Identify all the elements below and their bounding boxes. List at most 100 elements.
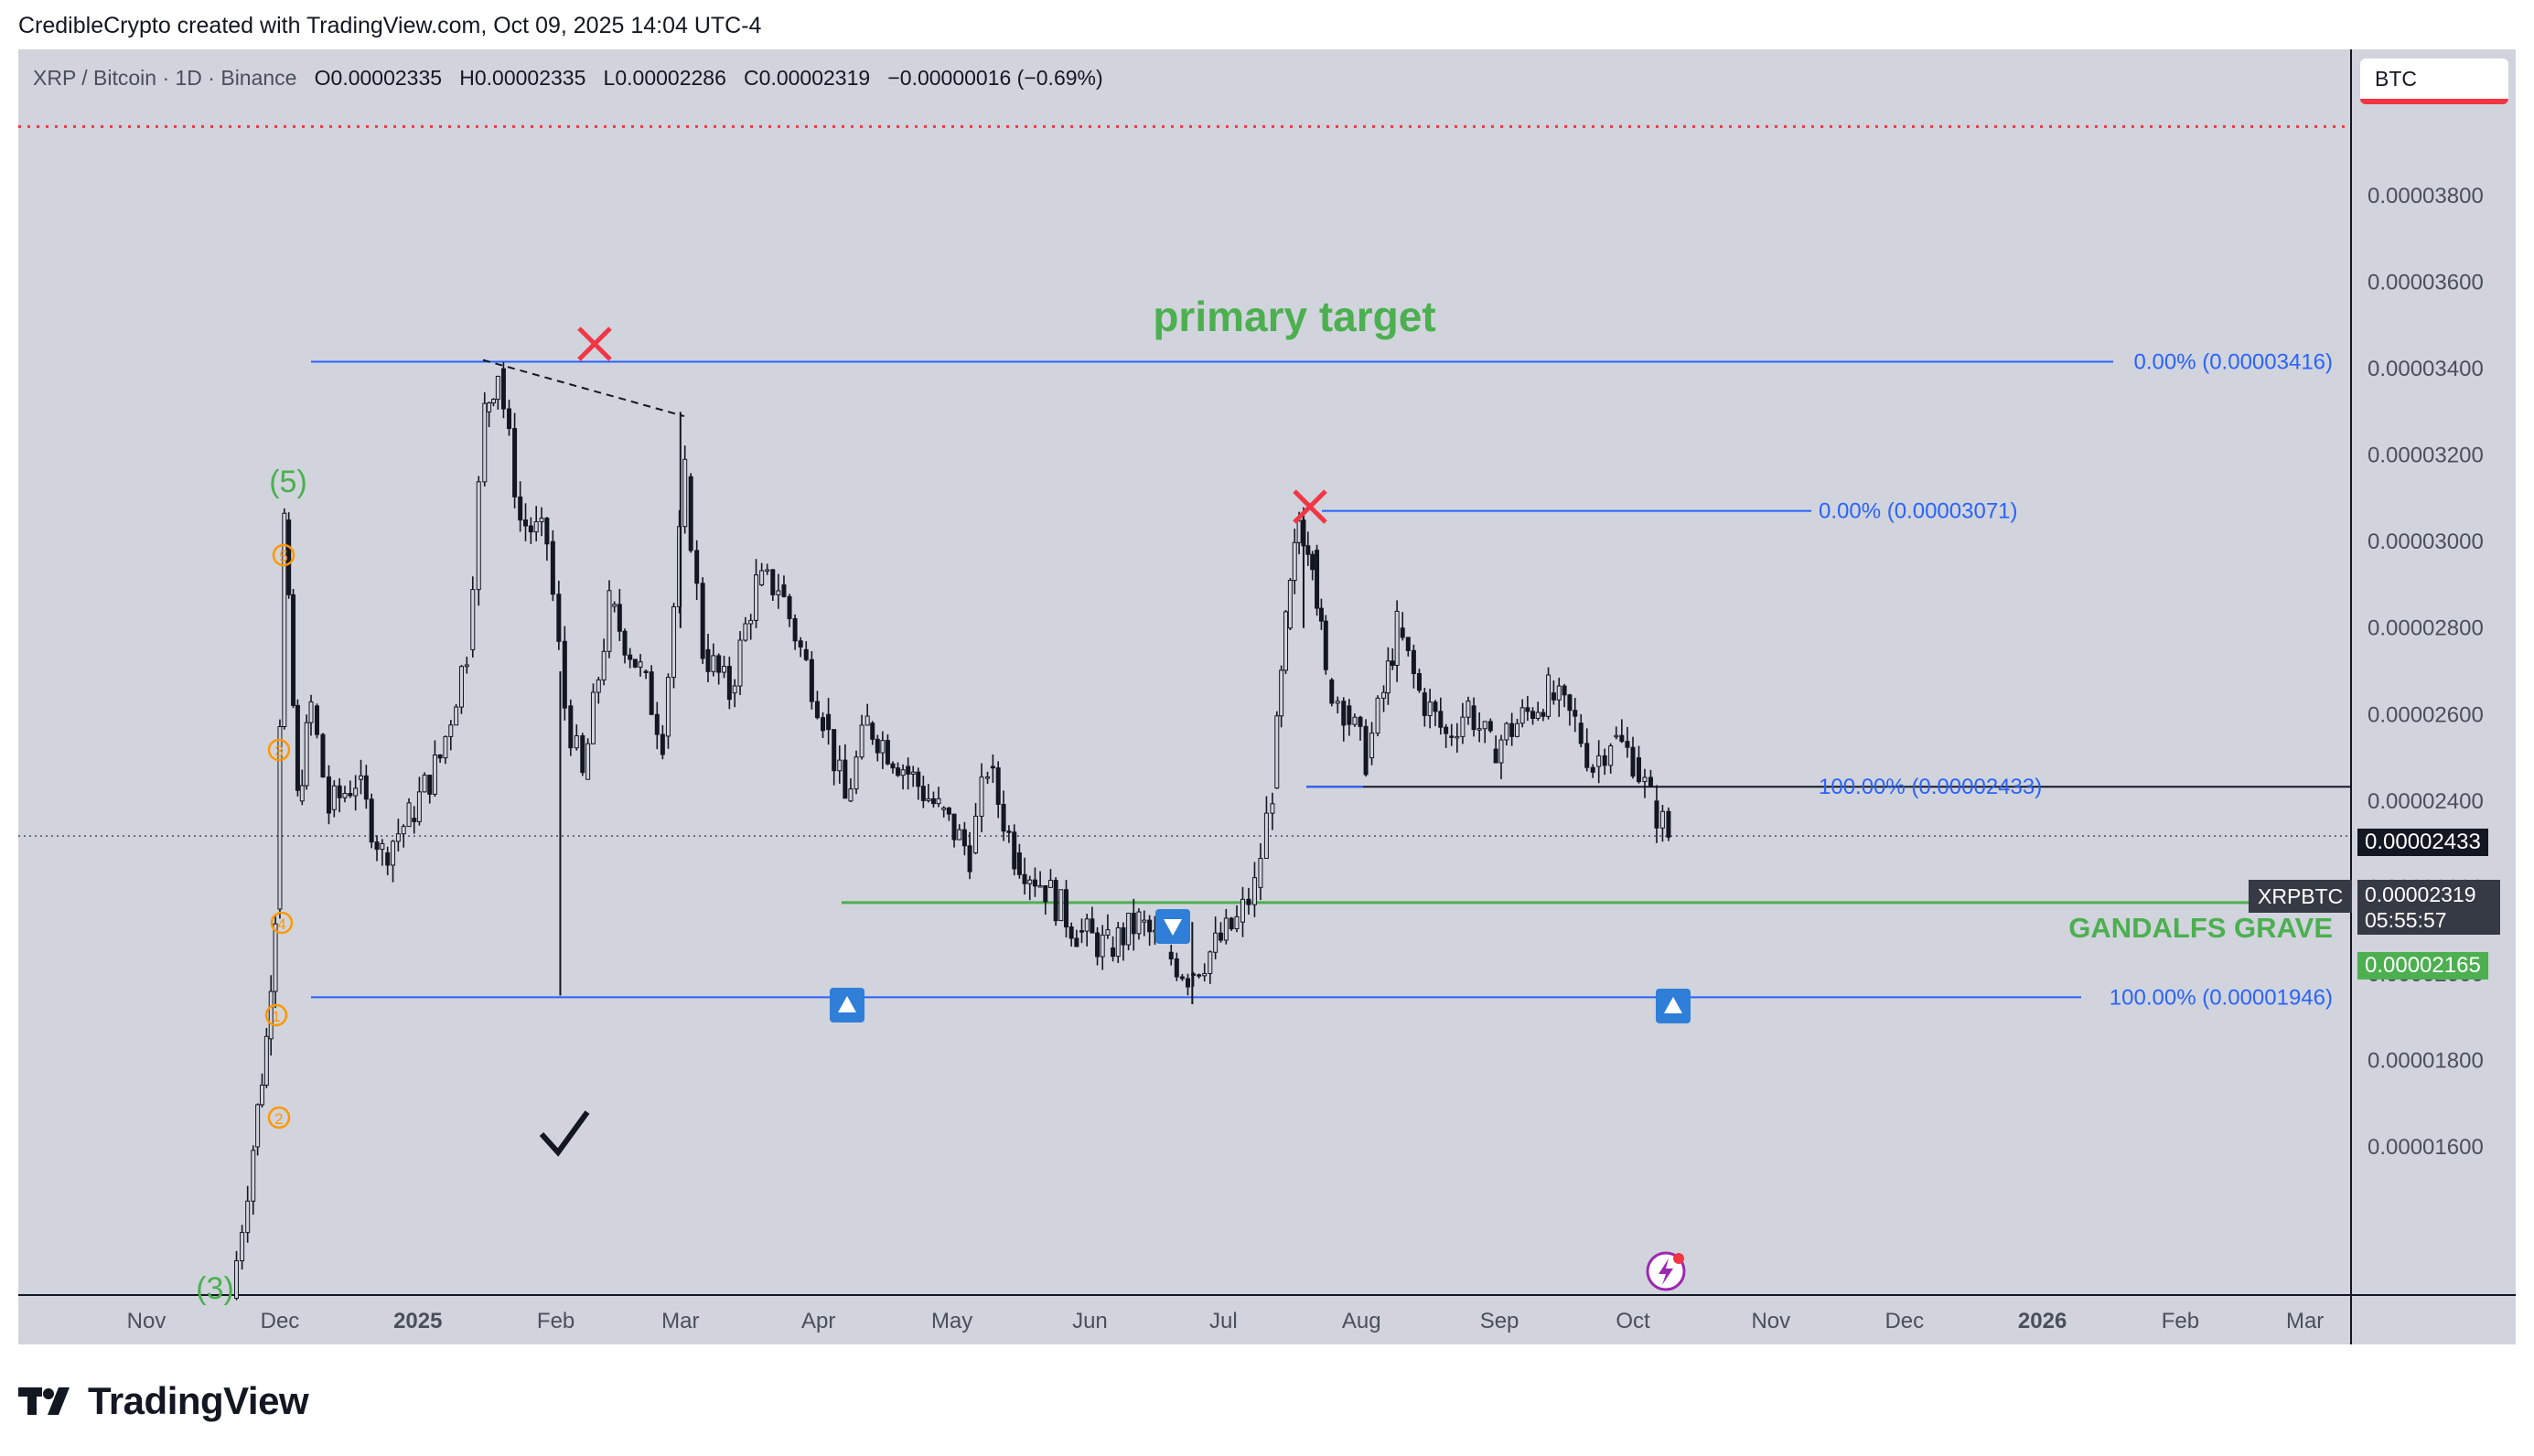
candle-body	[380, 842, 385, 851]
candle-body	[1174, 958, 1179, 978]
candle-body	[1530, 711, 1536, 719]
candle-body	[476, 481, 481, 591]
candle-body	[1287, 580, 1293, 629]
candle-body	[1234, 915, 1240, 930]
x-tick-label: Jun	[1072, 1309, 1108, 1333]
candle-body	[342, 793, 348, 798]
open-value: 0.00002335	[330, 66, 443, 90]
sub-wave-label: 5	[279, 548, 287, 565]
candle-body	[596, 679, 601, 693]
candle-body	[1546, 674, 1552, 717]
candle-body	[906, 765, 911, 775]
x-tick-label: Nov	[1751, 1309, 1790, 1333]
candle-body	[1229, 917, 1234, 930]
candle-body	[1283, 611, 1289, 671]
candle-body	[787, 595, 792, 619]
candle-body	[369, 798, 374, 843]
candle-body	[1218, 932, 1223, 941]
tradingview-wordmark: TradingView	[88, 1379, 309, 1422]
price-chart[interactable]: 0.00003800 0.00003600 0.00003400 0.00003200…	[18, 49, 2516, 1344]
candle-body	[726, 666, 732, 701]
candle-body	[1422, 692, 1427, 716]
candle-body	[832, 729, 837, 772]
close-label: C	[744, 66, 759, 90]
candle-body	[985, 776, 991, 779]
low-value: 0.00002286	[615, 66, 726, 90]
symbol-price-tag: XRPBTC	[2249, 880, 2353, 913]
candle-body	[1449, 735, 1455, 738]
x-tick-label: May	[931, 1309, 972, 1333]
y-tick-label: 0.00001600	[2368, 1135, 2484, 1160]
candle-body	[482, 402, 488, 483]
attribution-text: CredibleCrypto created with TradingView.…	[18, 13, 762, 38]
candle-body	[1001, 803, 1006, 832]
candle-body	[1305, 545, 1311, 555]
y-tick-label: 0.00002600	[2368, 702, 2484, 727]
candle-body	[320, 733, 326, 778]
currency-button[interactable]: BTC	[2360, 59, 2508, 104]
candle-body	[1251, 877, 1257, 905]
red-cross-icon	[577, 327, 612, 361]
candle-body	[1385, 660, 1390, 694]
candle-body	[1315, 550, 1320, 609]
candle-body	[331, 785, 337, 810]
candle-body	[1460, 716, 1466, 737]
candle-body	[1438, 711, 1444, 728]
dashed-trend-line	[482, 359, 685, 418]
candle-body	[920, 786, 926, 801]
last-price-tag: 0.00002319 05:55:57	[2357, 880, 2500, 935]
candle-body	[694, 550, 700, 584]
candle-body	[649, 671, 654, 715]
sub-wave-label: 4	[277, 915, 285, 933]
wave-3-label: (3)	[196, 1271, 234, 1306]
candle-body	[1390, 660, 1395, 666]
candle-body	[792, 617, 798, 642]
candle-body	[781, 583, 787, 597]
candle-body	[826, 713, 832, 731]
candle-body	[1006, 830, 1012, 833]
candle-body	[1493, 748, 1498, 764]
candle-body	[1551, 692, 1556, 701]
candle-body	[395, 833, 401, 842]
candle-body	[234, 1259, 240, 1299]
candle-body	[1602, 755, 1607, 766]
candle-body	[528, 525, 533, 533]
down-arrow-icon	[1164, 919, 1182, 936]
candle-body	[245, 1200, 251, 1234]
candle-body	[1358, 716, 1363, 727]
sub-wave-circle	[267, 1106, 291, 1129]
candle-body	[1043, 884, 1048, 903]
candle-body	[1179, 976, 1185, 980]
candle-body	[632, 658, 638, 668]
candle-body	[1567, 694, 1573, 712]
candle-body	[487, 402, 492, 412]
candle-body	[1310, 553, 1315, 571]
candle-body	[854, 756, 859, 790]
x-tick-label: Dec	[1884, 1309, 1924, 1333]
candle-body	[590, 691, 596, 744]
candle-body	[665, 677, 671, 737]
candle-body	[1487, 721, 1493, 732]
symbol-label[interactable]: XRP / Bitcoin · 1D · Binance	[33, 66, 297, 90]
candle-body	[523, 519, 529, 527]
candle-body	[1105, 929, 1111, 936]
chart-area[interactable]: 0.00003800 0.00003600 0.00003400 0.00003200…	[18, 49, 2516, 1344]
candle-body	[1341, 701, 1347, 726]
candle-body	[437, 755, 443, 759]
candle-body	[1095, 932, 1101, 958]
candle-body	[716, 655, 722, 673]
candle-body	[1012, 831, 1017, 870]
lightning-bolt-icon	[1659, 1258, 1673, 1285]
candle-body	[1100, 934, 1105, 958]
candle-body	[574, 735, 579, 749]
candle-body	[1213, 932, 1219, 953]
y-tick-label: 0.00003800	[2368, 184, 2484, 209]
candle-body	[1111, 947, 1116, 958]
candle-body	[1394, 610, 1400, 666]
candle-body	[1381, 691, 1387, 699]
candle-body	[711, 655, 716, 672]
candle-body	[1642, 776, 1648, 783]
candle-body	[941, 807, 947, 810]
candle-body	[1208, 951, 1213, 974]
candle-body	[1405, 637, 1411, 651]
